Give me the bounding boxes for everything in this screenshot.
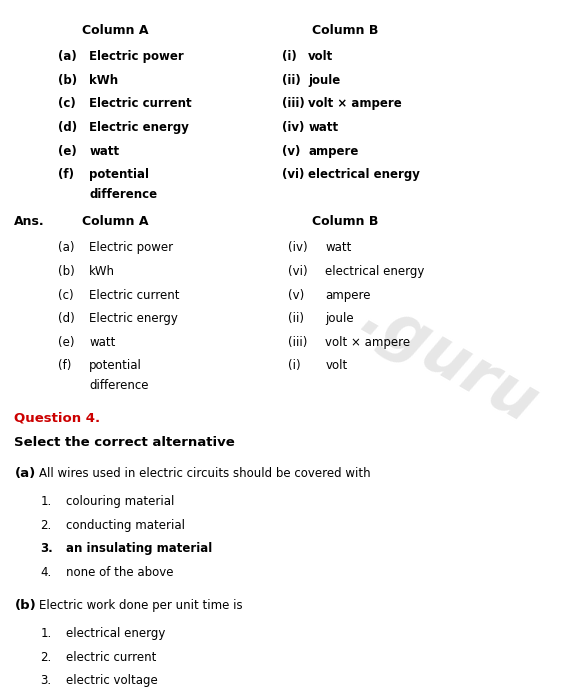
Text: colouring material: colouring material	[66, 495, 175, 508]
Text: kWh: kWh	[89, 265, 115, 278]
Text: potential: potential	[89, 168, 149, 181]
Text: (i): (i)	[288, 359, 301, 373]
Text: (i): (i)	[282, 50, 297, 63]
Text: (iii): (iii)	[282, 97, 305, 110]
Text: Column B: Column B	[312, 215, 379, 228]
Text: (iv): (iv)	[288, 242, 308, 255]
Text: (f): (f)	[58, 168, 74, 181]
Text: watt: watt	[308, 121, 338, 134]
Text: an insulating material: an insulating material	[66, 542, 213, 555]
Text: Electric energy: Electric energy	[89, 312, 178, 325]
Text: (iv): (iv)	[282, 121, 305, 134]
Text: Select the correct alternative: Select the correct alternative	[14, 436, 235, 449]
Text: Electric work done per unit time is: Electric work done per unit time is	[39, 599, 243, 612]
Text: electrical energy: electrical energy	[66, 627, 166, 640]
Text: (d): (d)	[58, 121, 77, 134]
Text: Column A: Column A	[82, 24, 149, 37]
Text: .guru: .guru	[350, 286, 548, 436]
Text: 2.: 2.	[40, 651, 52, 663]
Text: Column A: Column A	[82, 215, 149, 228]
Text: electric voltage: electric voltage	[66, 675, 158, 687]
Text: (vi): (vi)	[288, 265, 308, 278]
Text: (v): (v)	[288, 289, 304, 302]
Text: (b): (b)	[58, 74, 77, 87]
Text: (iii): (iii)	[288, 336, 308, 349]
Text: joule: joule	[308, 74, 340, 87]
Text: (vi): (vi)	[282, 168, 305, 181]
Text: watt: watt	[325, 242, 352, 255]
Text: (v): (v)	[282, 144, 301, 158]
Text: volt: volt	[325, 359, 348, 373]
Text: 1.: 1.	[40, 627, 52, 640]
Text: (c): (c)	[58, 289, 73, 302]
Text: difference: difference	[89, 380, 149, 392]
Text: Electric current: Electric current	[89, 97, 192, 110]
Text: joule: joule	[325, 312, 354, 325]
Text: Electric energy: Electric energy	[89, 121, 189, 134]
Text: (e): (e)	[58, 144, 77, 158]
Text: volt × ampere: volt × ampere	[308, 97, 402, 110]
Text: electric current: electric current	[66, 651, 157, 663]
Text: kWh: kWh	[89, 74, 119, 87]
Text: (b): (b)	[14, 599, 36, 612]
Text: conducting material: conducting material	[66, 518, 185, 532]
Text: 4.: 4.	[40, 566, 52, 579]
Text: watt: watt	[89, 144, 119, 158]
Text: electrical energy: electrical energy	[325, 265, 425, 278]
Text: Question 4.: Question 4.	[14, 412, 101, 424]
Text: 3.: 3.	[40, 542, 53, 555]
Text: electrical energy: electrical energy	[308, 168, 420, 181]
Text: (ii): (ii)	[282, 74, 301, 87]
Text: Column B: Column B	[312, 24, 379, 37]
Text: All wires used in electric circuits should be covered with: All wires used in electric circuits shou…	[39, 467, 371, 480]
Text: difference: difference	[89, 188, 157, 201]
Text: (e): (e)	[58, 336, 74, 349]
Text: ampere: ampere	[325, 289, 371, 302]
Text: potential: potential	[89, 359, 142, 373]
Text: 1.: 1.	[40, 495, 52, 508]
Text: Electric power: Electric power	[89, 50, 184, 63]
Text: Electric power: Electric power	[89, 242, 173, 255]
Text: (a): (a)	[58, 242, 74, 255]
Text: watt: watt	[89, 336, 116, 349]
Text: volt: volt	[308, 50, 334, 63]
Text: Ans.: Ans.	[14, 215, 45, 228]
Text: ampere: ampere	[308, 144, 358, 158]
Text: (f): (f)	[58, 359, 71, 373]
Text: (a): (a)	[14, 467, 36, 480]
Text: none of the above: none of the above	[66, 566, 174, 579]
Text: (d): (d)	[58, 312, 74, 325]
Text: (ii): (ii)	[288, 312, 304, 325]
Text: volt × ampere: volt × ampere	[325, 336, 411, 349]
Text: (b): (b)	[58, 265, 74, 278]
Text: (c): (c)	[58, 97, 75, 110]
Text: 3.: 3.	[40, 675, 51, 687]
Text: Electric current: Electric current	[89, 289, 180, 302]
Text: (a): (a)	[58, 50, 77, 63]
Text: 2.: 2.	[40, 518, 52, 532]
